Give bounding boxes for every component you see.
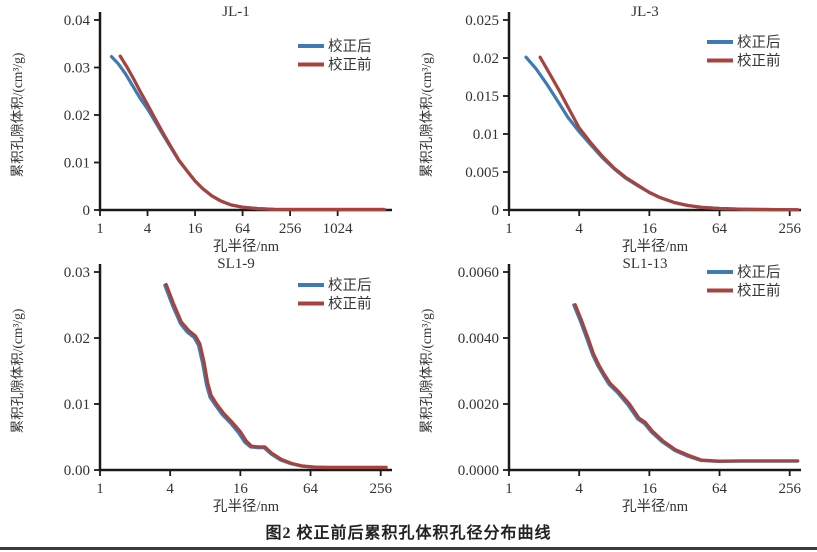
x-axis-label: 孔半径/nm bbox=[622, 238, 689, 252]
y-tick-label: 0.03 bbox=[64, 61, 90, 77]
chart-jl-3: 0 0.005 0.01 0.015 0.02 0.025 1 4 16 64 256 孔半径/nm 累… bbox=[409, 0, 817, 255]
x-tick-label: 1024 bbox=[323, 221, 354, 237]
x-tick-label: 4 bbox=[575, 221, 583, 237]
series-after-line bbox=[524, 55, 800, 212]
legend-after-label: 校正后 bbox=[737, 264, 781, 281]
x-tick-label: 64 bbox=[303, 481, 319, 497]
chart-jl-1: 0 0.01 0.02 0.03 0.04 1 4 16 64 256 1024 孔半径/nm 累积孔隙… bbox=[0, 0, 408, 255]
x-axis-label: 孔半径/nm bbox=[213, 238, 280, 252]
x-tick-label: 1 bbox=[505, 481, 513, 497]
y-tick-label: 0.04 bbox=[64, 13, 91, 29]
legend-after-label: 校正后 bbox=[737, 34, 781, 51]
chart-title: SL1-13 bbox=[623, 256, 668, 272]
x-axis-label: 孔半径/nm bbox=[622, 498, 689, 515]
y-axis-label: 累积孔隙体积/(cm³/g) bbox=[419, 309, 434, 434]
series-after-line bbox=[109, 54, 386, 212]
y-tick-label: 0.0040 bbox=[458, 331, 499, 347]
legend-after-label: 校正后 bbox=[328, 277, 372, 294]
chart-title: JL-3 bbox=[631, 4, 659, 20]
series-before-line bbox=[118, 54, 386, 212]
legend-before-label: 校正前 bbox=[737, 53, 781, 70]
legend-before-label: 校正前 bbox=[328, 57, 372, 74]
chart-svg-JL-3: 0 0.005 0.01 0.015 0.02 0.025 1 4 16 64 256 孔半径/nm 累… bbox=[419, 4, 801, 255]
figure-caption: 图2 校正前后累积孔体积孔径分布曲线 bbox=[265, 525, 552, 542]
x-tick-label: 1 bbox=[96, 221, 104, 237]
x-tick-label: 16 bbox=[233, 481, 249, 497]
x-tick-label: 64 bbox=[712, 221, 728, 237]
x-tick-label: 4 bbox=[144, 221, 152, 237]
legend-before-label: 校正前 bbox=[737, 283, 781, 300]
x-tick-label: 64 bbox=[712, 481, 728, 497]
y-tick-label: 0.0000 bbox=[458, 463, 499, 479]
series-before-line bbox=[538, 55, 800, 212]
x-tick-label: 256 bbox=[778, 221, 801, 237]
chart-svg-JL-1: 0 0.01 0.02 0.03 0.04 1 4 16 64 256 1024 孔半径/nm 累积孔隙… bbox=[10, 4, 392, 255]
y-tick-label: 0.005 bbox=[465, 165, 499, 181]
series-before-line bbox=[164, 282, 388, 469]
series-after-line bbox=[163, 283, 388, 470]
chart-title: JL-1 bbox=[222, 4, 250, 20]
y-tick-label: 0.03 bbox=[64, 265, 90, 281]
bottom-rule bbox=[0, 547, 817, 550]
x-axis-label: 孔半径/nm bbox=[213, 498, 280, 515]
y-tick-label: 0 bbox=[83, 203, 91, 219]
x-tick-label: 1 bbox=[96, 481, 104, 497]
y-tick-label: 0.0020 bbox=[458, 397, 499, 413]
y-tick-label: 0.01 bbox=[64, 397, 90, 413]
y-tick-label: 0.01 bbox=[473, 127, 499, 143]
y-axis-label: 累积孔隙体积/(cm³/g) bbox=[10, 53, 25, 178]
y-axis-label: 累积孔隙体积/(cm³/g) bbox=[10, 309, 25, 434]
chart-sl1-13: 0.0000 0.0020 0.0040 0.0060 1 4 16 64 256 孔半径/nm 累… bbox=[409, 252, 817, 530]
x-tick-label: 256 bbox=[279, 221, 302, 237]
y-tick-label: 0.0060 bbox=[458, 265, 499, 281]
y-tick-label: 0.01 bbox=[64, 156, 90, 172]
y-tick-label: 0.00 bbox=[64, 463, 90, 479]
legend-before-label: 校正前 bbox=[328, 296, 372, 313]
y-tick-label: 0.02 bbox=[64, 331, 90, 347]
y-tick-label: 0.015 bbox=[465, 89, 499, 105]
x-tick-label: 1 bbox=[505, 221, 513, 237]
x-tick-label: 4 bbox=[575, 481, 583, 497]
x-tick-label: 256 bbox=[778, 481, 801, 497]
chart-title: SL1-9 bbox=[217, 256, 255, 272]
y-tick-label: 0.02 bbox=[64, 108, 90, 124]
chart-sl1-9: 0.00 0.01 0.02 0.03 1 4 16 64 256 孔半径/nm 累积孔隙体积/(c… bbox=[0, 252, 408, 530]
x-tick-label: 16 bbox=[188, 221, 204, 237]
y-tick-label: 0 bbox=[492, 203, 500, 219]
chart-svg-SL1-9: 0.00 0.01 0.02 0.03 1 4 16 64 256 孔半径/nm 累积孔隙体积/(c… bbox=[10, 256, 392, 515]
series-before-line bbox=[573, 303, 800, 463]
x-tick-label: 16 bbox=[642, 481, 658, 497]
series-after-line bbox=[572, 303, 800, 463]
chart-svg-SL1-13: 0.0000 0.0020 0.0040 0.0060 1 4 16 64 256 孔半径/nm 累… bbox=[419, 256, 801, 515]
y-tick-label: 0.02 bbox=[473, 51, 499, 67]
x-tick-label: 4 bbox=[166, 481, 174, 497]
x-tick-label: 64 bbox=[235, 221, 251, 237]
y-tick-label: 0.025 bbox=[465, 13, 499, 29]
y-axis-label: 累积孔隙体积/(cm³/g) bbox=[419, 53, 434, 178]
x-tick-label: 256 bbox=[369, 481, 392, 497]
legend-after-label: 校正后 bbox=[328, 38, 372, 55]
x-tick-label: 16 bbox=[642, 221, 658, 237]
